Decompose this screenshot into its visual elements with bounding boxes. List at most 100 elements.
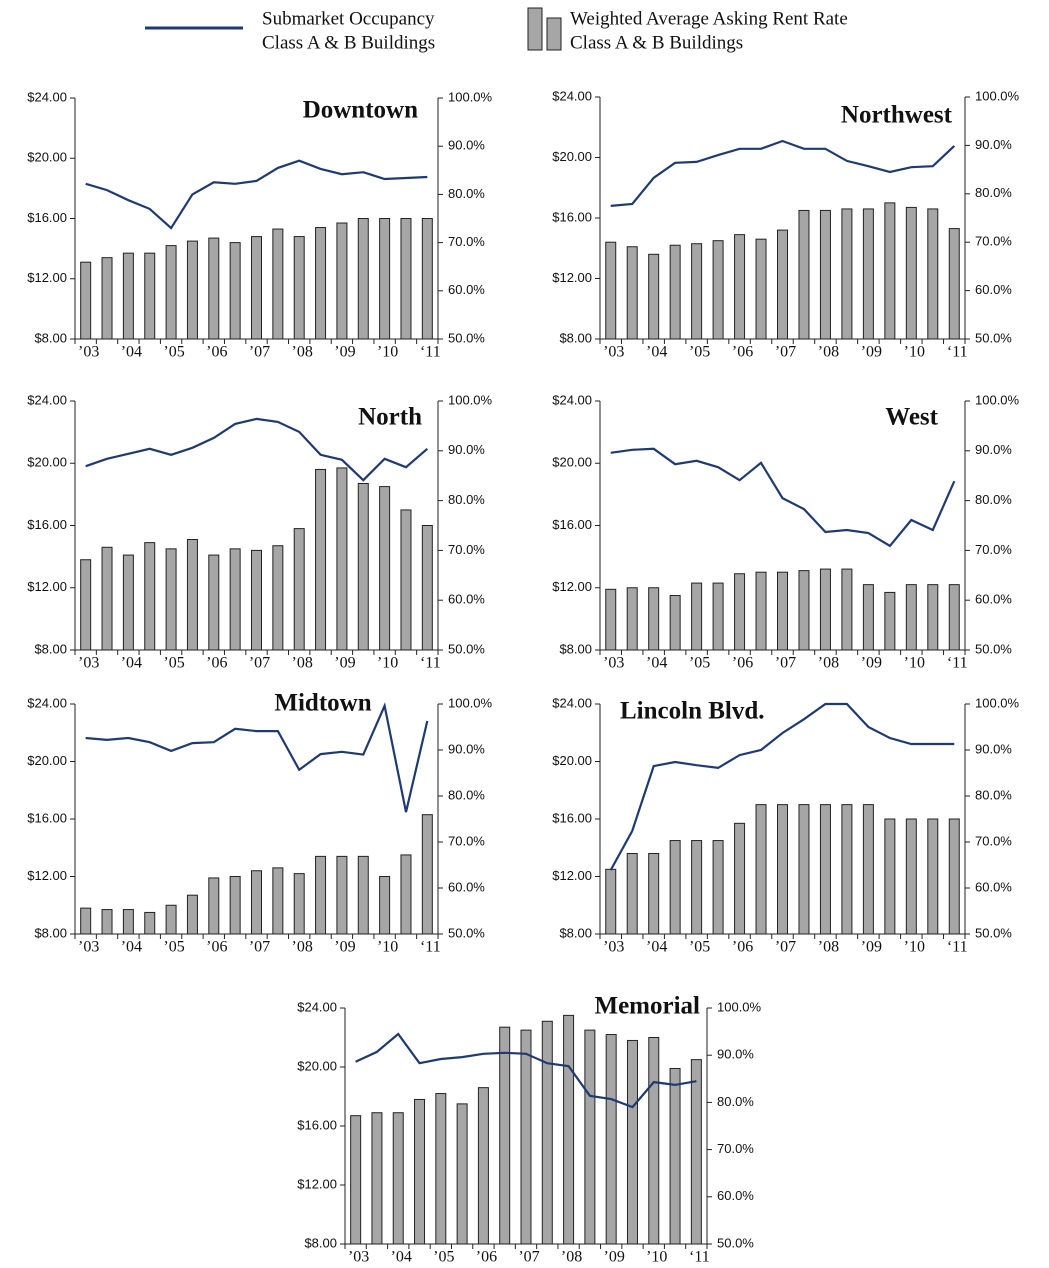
y2-tick-label: 50.0% (448, 641, 485, 656)
x-tick-label: ’07 (249, 939, 270, 956)
occupancy-line (610, 447, 956, 548)
y-tick-label: $12.00 (297, 1176, 337, 1191)
bar (862, 208, 874, 340)
bar (400, 854, 412, 935)
bar (421, 218, 433, 340)
y-tick-label: $12.00 (552, 270, 592, 285)
bar (798, 209, 810, 340)
bar (927, 584, 939, 651)
x-tick-label: ’07 (249, 344, 270, 361)
bar (251, 549, 262, 651)
y2-tick-label: 90.0% (448, 741, 485, 756)
y2-tick-label: 50.0% (975, 330, 1012, 345)
x-tick-label: ’06 (732, 655, 753, 672)
bar (379, 486, 391, 651)
y2-tick-label: 50.0% (717, 1235, 754, 1250)
bar (605, 241, 617, 340)
bar (626, 587, 638, 651)
x-tick-label: ’04 (646, 655, 667, 672)
y-tick-label: $12.00 (552, 868, 592, 883)
y2-tick-label: 80.0% (448, 787, 485, 802)
x-tick-label: ’05 (433, 1249, 454, 1266)
bar (80, 907, 92, 935)
bar (208, 237, 220, 340)
bar (648, 587, 660, 651)
bar (541, 1020, 553, 1245)
x-tick-label: ’07 (775, 939, 796, 956)
x-tick-label: ’04 (121, 939, 142, 956)
x-tick-label: ’07 (775, 344, 796, 361)
x-tick-label: ’10 (904, 655, 925, 672)
x-tick-label: ’03 (603, 655, 624, 672)
chart-title: Lincoln Blvd. (620, 698, 765, 725)
bar (948, 818, 960, 935)
x-tick-label: ’03 (78, 655, 99, 672)
y-tick-label: $8.00 (34, 330, 67, 345)
bar (626, 853, 638, 935)
bar (144, 542, 156, 651)
x-tick-label: ’09 (334, 939, 355, 956)
x-tick-label: ’06 (206, 344, 227, 361)
bar (315, 227, 327, 340)
bar (208, 554, 220, 651)
bar (293, 236, 305, 340)
bar (712, 840, 724, 935)
y-tick-label: $12.00 (552, 579, 592, 594)
bar (315, 468, 327, 651)
x-tick-label: ’04 (391, 1249, 412, 1266)
occupancy-line (85, 417, 429, 482)
x-tick-label: ’07 (775, 655, 796, 672)
y-tick-label: $8.00 (559, 925, 592, 940)
bar (414, 1098, 426, 1245)
x-tick-label: ’04 (121, 344, 142, 361)
bar (435, 1093, 447, 1245)
bar (186, 539, 198, 651)
y2-tick-label: 50.0% (448, 330, 485, 345)
bar (186, 240, 198, 340)
y-tick-label: $16.00 (297, 1117, 337, 1132)
bar (101, 909, 113, 935)
x-tick-label: ’05 (163, 344, 184, 361)
y2-tick-label: 90.0% (717, 1047, 754, 1062)
bar (669, 595, 681, 651)
y-tick-label: $16.00 (27, 517, 67, 532)
y2-tick-label: 90.0% (975, 137, 1012, 152)
y-tick-label: $20.00 (552, 149, 592, 164)
bar (712, 582, 724, 651)
x-tick-label: ’09 (334, 344, 355, 361)
bar (229, 242, 241, 340)
x-tick-label: ’10 (377, 344, 398, 361)
chart-title: West (885, 404, 938, 431)
bar (648, 1037, 660, 1245)
y2-tick-label: 100.0% (717, 999, 762, 1014)
bar (563, 1014, 575, 1245)
bar (357, 855, 369, 935)
x-tick-label: ’08 (561, 1249, 582, 1266)
legend-label: Class A & B Buildings (262, 32, 435, 53)
y2-tick-label: 60.0% (717, 1188, 754, 1203)
bar (669, 244, 681, 340)
bar (819, 209, 831, 340)
y2-tick-label: 80.0% (448, 492, 485, 507)
y-tick-label: $20.00 (552, 455, 592, 470)
x-tick-label: ’10 (377, 939, 398, 956)
bar (400, 218, 412, 340)
bar (122, 554, 134, 651)
x-tick-label: ’05 (163, 939, 184, 956)
chart-title: Downtown (303, 97, 418, 124)
y2-tick-label: 100.0% (448, 89, 493, 104)
x-tick-label: ‘11 (420, 939, 441, 956)
occupancy-line (85, 159, 428, 230)
x-tick-label: ’08 (818, 655, 839, 672)
bar (379, 218, 391, 340)
bar (520, 1029, 532, 1245)
bar (648, 853, 660, 935)
y2-tick-label: 50.0% (975, 641, 1012, 656)
y-tick-label: $24.00 (27, 695, 67, 710)
bar (605, 588, 617, 651)
y-tick-label: $12.00 (27, 868, 67, 883)
x-tick-label: ’07 (518, 1249, 539, 1266)
bar (122, 909, 134, 935)
x-tick-label: ‘11 (947, 344, 968, 361)
chart-title: Midtown (274, 690, 371, 717)
